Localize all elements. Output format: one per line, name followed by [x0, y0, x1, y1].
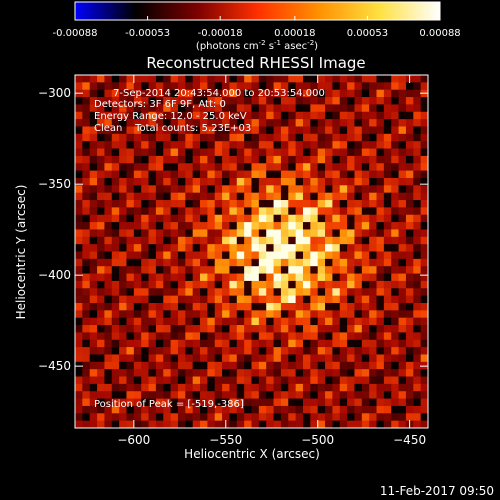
y-axis-label: Heliocentric Y (arcsec)	[14, 185, 28, 320]
annotation-time-range: 7-Sep-2014 20:43:54.000 to 20:53:54.000	[113, 88, 325, 99]
x-axis-label: Heliocentric X (arcsec)	[184, 447, 320, 461]
x-tick-label: −600	[117, 433, 150, 447]
chart-title: Reconstructed RHESSI Image	[146, 54, 365, 72]
colorbar-gradient	[74, 1, 441, 21]
annotation-detectors: Detectors: 3F 6F 9F, Att: 0	[94, 99, 226, 110]
colorbar-tick-label: -0.00053	[125, 28, 170, 39]
colorbar-tick-label: 0.00018	[274, 28, 315, 39]
colorbar-unit-label: (photons cm-2 s-1 asec-2)	[196, 39, 318, 52]
plot-frame	[74, 74, 429, 429]
axis-ticks: −600 −550 −500 −450 −450 −400 −350 −300	[38, 75, 428, 447]
colorbar-ticks: -0.00088 -0.00053 -0.00018 0.00018 0.00053 0.…	[53, 16, 461, 39]
heatmap-image	[75, 75, 428, 428]
annotation-energy: Energy Range: 12.0 - 25.0 keV	[94, 111, 247, 122]
x-tick-label: −500	[301, 433, 334, 447]
y-tick-label: −400	[38, 268, 71, 282]
y-tick-label: −300	[38, 86, 71, 100]
colorbar-tick-label: 0.00088	[419, 28, 460, 39]
colorbar-tick-label: 0.00053	[347, 28, 388, 39]
annotation-peak-position: Position of Peak = [-519,-386]	[94, 399, 244, 410]
colorbar: -0.00088 -0.00053 -0.00018 0.00018 0.00053 0.…	[53, 1, 461, 52]
y-tick-label: −450	[38, 359, 71, 373]
x-tick-label: −550	[209, 433, 242, 447]
footer-date: 11-Feb-2017 09:50	[380, 484, 494, 498]
x-tick-label: −450	[393, 433, 426, 447]
colorbar-tick-label: -0.00018	[198, 28, 243, 39]
y-tick-label: −350	[38, 177, 71, 191]
annotation-method: Clean Total counts: 5.23E+03	[94, 123, 251, 134]
colorbar-tick-label: -0.00088	[53, 28, 98, 39]
image-annotations: 7-Sep-2014 20:43:54.000 to 20:53:54.000 …	[94, 88, 325, 410]
